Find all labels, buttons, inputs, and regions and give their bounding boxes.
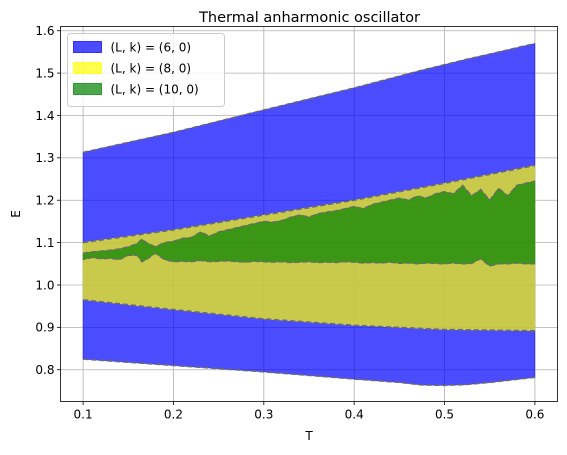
y-tick-label: 0.9	[35, 321, 54, 335]
legend-swatch-0	[73, 41, 102, 53]
x-tick-label: 0.2	[164, 408, 183, 422]
area-boundary-1-upper	[82, 164, 536, 244]
x-tick-label: 0.3	[254, 408, 273, 422]
legend-label-0: (L, k) = (6, 0)	[111, 41, 192, 55]
legend-label-1: (L, k) = (8, 0)	[111, 62, 192, 76]
area-boundary-0-lower	[83, 358, 535, 387]
chart-title: Thermal anharmonic oscillator	[198, 10, 420, 26]
plot-frame	[60, 26, 558, 402]
plot-areas	[82, 42, 536, 387]
legend-label-2: (L, k) = (10, 0)	[111, 83, 199, 97]
y-tick-label: 1.0	[35, 278, 54, 292]
area-boundary-1-lower	[83, 299, 535, 332]
y-tick-label: 1.1	[35, 236, 54, 250]
x-axis-label: T	[304, 429, 313, 443]
legend-frame	[67, 33, 225, 107]
area-boundary-0-upper	[82, 42, 536, 154]
y-tick-label: 0.8	[35, 363, 54, 377]
x-tick-label: 0.4	[345, 408, 364, 422]
y-tick-label: 1.6	[35, 24, 54, 38]
x-tick-label: 0.5	[435, 408, 454, 422]
legend: (L, k) = (6, 0) (L, k) = (8, 0) (L, k) = (…	[67, 33, 225, 107]
legend-swatch-1	[73, 62, 102, 74]
y-axis: 0.8 0.9 1.0 1.1 1.2 1.3 1.4 1.5 1.6	[35, 24, 61, 377]
y-tick-label: 1.2	[35, 194, 54, 208]
y-tick-label: 1.4	[35, 109, 54, 123]
y-axis-label: E	[9, 210, 23, 218]
legend-swatch-2	[73, 83, 102, 95]
area-boundary-2-lower	[82, 252, 535, 267]
y-tick-label: 1.5	[35, 66, 54, 80]
area-boundary-2-upper	[82, 180, 536, 254]
y-tick-label: 1.3	[35, 151, 54, 165]
x-tick-label: 0.1	[74, 408, 93, 422]
x-axis: 0.1 0.2 0.3 0.4 0.5 0.6	[74, 401, 544, 422]
x-tick-label: 0.6	[525, 408, 544, 422]
